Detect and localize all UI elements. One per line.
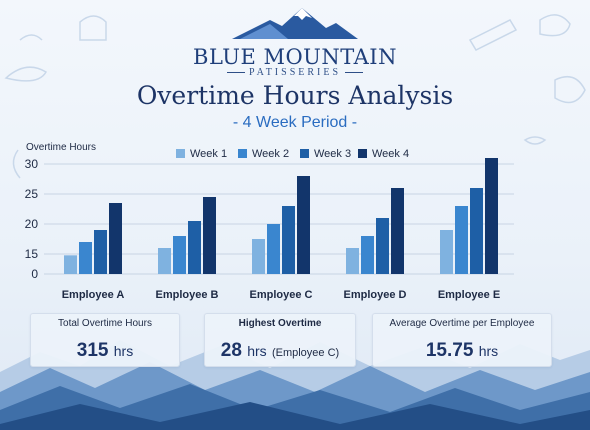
bar	[470, 188, 483, 274]
bar	[203, 197, 216, 274]
x-tick-label: Employee C	[250, 289, 313, 301]
stats-row: Total Overtime Hours 315 hrs Highest Ove…	[30, 313, 552, 367]
legend-label: Week 2	[252, 148, 289, 160]
bar	[282, 206, 295, 274]
highest-overtime-label: Highest Overtime	[238, 318, 322, 329]
total-overtime-label: Total Overtime Hours	[58, 318, 152, 329]
y-tick-label: 15	[25, 247, 39, 261]
average-overtime-unit: hrs	[478, 343, 499, 359]
page-title: Overtime Hours Analysis	[136, 81, 454, 110]
pastry-sketch-icons	[4, 14, 586, 179]
page-subtitle: - 4 Week Period -	[232, 114, 358, 131]
bar	[297, 176, 310, 274]
bar	[188, 221, 201, 274]
x-tick-label: Employee D	[344, 289, 407, 301]
y-axis-label: Overtime Hours	[26, 142, 96, 153]
bar	[252, 239, 265, 274]
bar	[64, 255, 77, 274]
y-tick-label: 0	[31, 267, 38, 281]
brand-rule-right	[345, 72, 364, 74]
bar	[361, 236, 374, 274]
bar	[455, 206, 468, 274]
bar	[376, 218, 389, 274]
bar	[94, 230, 107, 274]
legend-label: Week 1	[190, 148, 227, 160]
legend-swatch	[300, 149, 309, 158]
total-overtime-unit: hrs	[113, 343, 134, 359]
bar	[79, 242, 92, 274]
bar	[485, 158, 498, 274]
y-tick-label: 20	[25, 217, 39, 231]
average-overtime-card: Average Overtime per Employee 15.75 hrs	[372, 313, 552, 367]
brand-subtitle: Patisseries	[0, 67, 590, 78]
bar-chart: Overtime Hours 0 15 20 25 30 Week 1 Week 2 Week …	[25, 142, 514, 301]
bar	[346, 248, 359, 274]
x-tick-label: Employee A	[62, 289, 125, 301]
legend-label: Week 3	[314, 148, 351, 160]
brand-name: Blue Mountain	[193, 45, 397, 69]
bar	[109, 203, 122, 274]
highest-overtime-note: (Employee C)	[271, 347, 340, 359]
x-tick-label: Employee B	[156, 289, 219, 301]
legend-swatch	[358, 149, 367, 158]
brand-header: Blue Mountain Patisseries	[0, 6, 590, 78]
highest-overtime-value: 28 hrs (Employee C)	[205, 340, 355, 362]
bar	[173, 236, 186, 274]
highest-overtime-number: 28	[220, 340, 242, 361]
y-tick-label: 30	[25, 157, 39, 171]
total-overtime-number: 315	[76, 340, 109, 361]
legend-swatch	[238, 149, 247, 158]
total-overtime-value: 315 hrs	[31, 340, 179, 362]
bar	[267, 224, 280, 274]
brand-subtitle-text: Patisseries	[248, 67, 342, 78]
legend-label: Week 4	[372, 148, 409, 160]
legend-swatch	[176, 149, 185, 158]
y-tick-label: 25	[25, 187, 39, 201]
brand-rule-left	[226, 72, 245, 74]
bar	[391, 188, 404, 274]
x-tick-label: Employee E	[438, 289, 500, 301]
bar	[158, 248, 171, 274]
bar	[440, 230, 453, 274]
average-overtime-value: 15.75 hrs	[373, 340, 551, 362]
mountain-logo-icon	[232, 8, 358, 39]
highest-overtime-card: Highest Overtime 28 hrs (Employee C)	[204, 313, 356, 367]
total-overtime-card: Total Overtime Hours 315 hrs	[30, 313, 180, 367]
highest-overtime-unit: hrs	[247, 343, 267, 359]
average-overtime-number: 15.75	[425, 340, 474, 361]
average-overtime-label: Average Overtime per Employee	[389, 318, 535, 329]
